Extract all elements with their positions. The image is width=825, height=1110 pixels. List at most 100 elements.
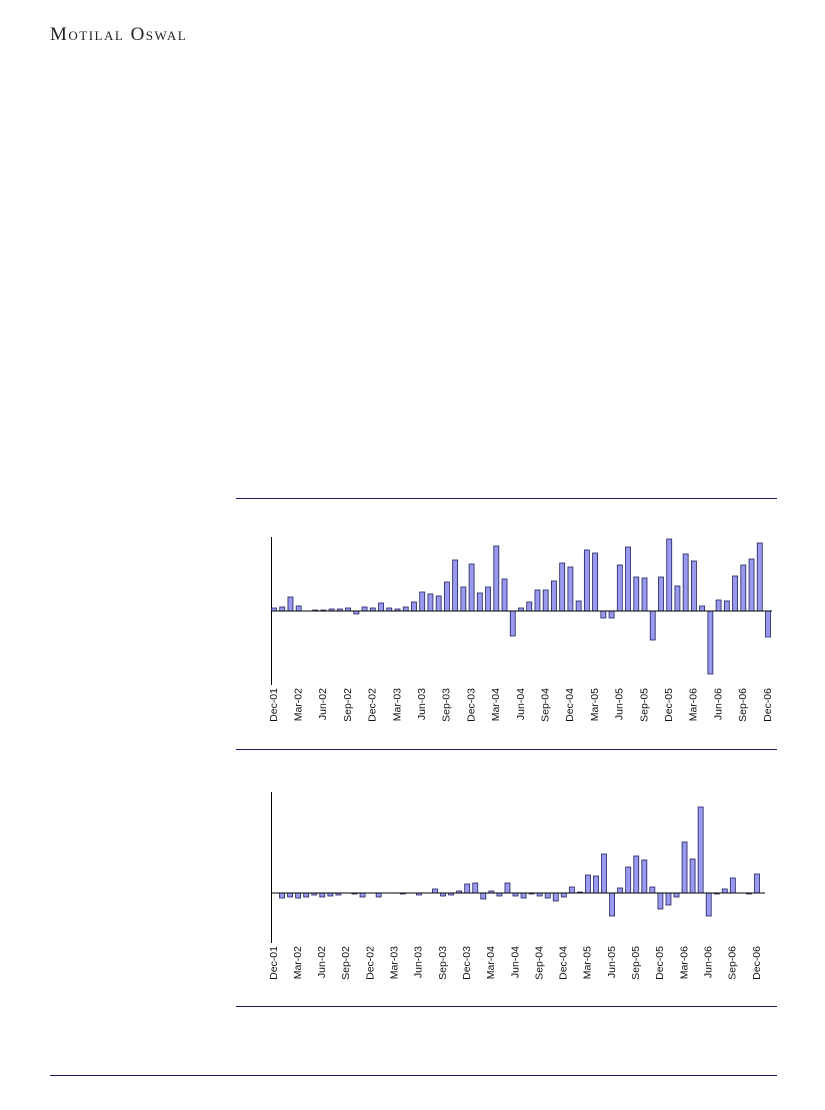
bar [705, 892, 712, 917]
bar [593, 875, 599, 894]
bar [443, 581, 450, 612]
bar [375, 892, 382, 898]
bar [585, 874, 591, 894]
bar [432, 888, 438, 894]
bar [617, 887, 624, 894]
bar [560, 892, 567, 898]
x-tick-label: Dec-03 [465, 688, 477, 722]
x-tick-label: Jun-05 [614, 688, 626, 720]
bar [765, 610, 771, 638]
bar [359, 892, 366, 898]
bar [666, 538, 673, 612]
bar [609, 892, 615, 917]
bar [287, 596, 294, 612]
bar [641, 577, 648, 612]
x-tick-label: Sep-02 [340, 946, 352, 980]
bar [723, 600, 730, 612]
bar [625, 546, 631, 612]
bar [472, 882, 479, 894]
bar [435, 595, 442, 612]
x-tick-label: Sep-06 [727, 946, 739, 980]
bar [480, 892, 487, 900]
x-tick-label: Jun-03 [413, 946, 425, 978]
bar [567, 566, 574, 612]
x-tick-label: Mar-04 [490, 688, 502, 721]
bar [427, 593, 434, 612]
x-tick-label: Mar-05 [582, 946, 594, 979]
bar [464, 883, 471, 894]
bar [600, 610, 607, 619]
bar [748, 558, 755, 612]
bar [649, 610, 656, 641]
bar [501, 578, 508, 612]
x-tick-label: Sep-04 [533, 946, 545, 980]
bar [633, 576, 640, 612]
bar [689, 858, 696, 894]
bar [542, 589, 549, 612]
bar [754, 873, 760, 894]
x-tick-label: Dec-06 [751, 946, 763, 980]
bar [279, 892, 285, 899]
bar [287, 892, 294, 898]
x-tick-label: Jun-04 [509, 946, 521, 978]
bar [673, 892, 680, 898]
brand: Motilal Oswal [50, 24, 187, 45]
x-tick-label: Dec-05 [663, 688, 675, 722]
bar [295, 605, 302, 612]
x-tick-label: Mar-02 [292, 946, 304, 979]
x-tick-label: Sep-05 [630, 946, 642, 980]
x-tick-label: Sep-06 [737, 688, 749, 722]
x-tick-label: Jun-03 [416, 688, 428, 720]
bar [657, 892, 664, 910]
x-tick-label: Dec-04 [564, 688, 576, 722]
x-tick-label: Sep-04 [539, 688, 551, 722]
x-tick-label: Jun-02 [316, 946, 328, 978]
bar [509, 610, 516, 637]
bar [756, 542, 763, 612]
x-tick-label: Sep-02 [342, 688, 354, 722]
bar [592, 552, 598, 612]
bar [633, 855, 640, 894]
bar [551, 580, 557, 612]
bar [699, 605, 706, 612]
x-tick-label: Dec-06 [762, 688, 774, 722]
x-tick-label: Mar-03 [391, 688, 403, 721]
bar [616, 564, 623, 612]
x-tick-label: Jun-06 [702, 946, 714, 978]
x-tick-label: Dec-04 [558, 946, 570, 980]
x-tick-label: Jun-02 [317, 688, 329, 720]
bar [658, 576, 664, 612]
x-tick-label: Dec-01 [268, 688, 280, 722]
x-tick-label: Sep-03 [441, 688, 453, 722]
bar [279, 606, 286, 612]
bar [641, 859, 648, 894]
bar [402, 606, 409, 612]
bar [608, 610, 615, 619]
bar [526, 601, 533, 612]
bar [493, 545, 500, 612]
bar [682, 553, 689, 612]
bar [452, 559, 459, 612]
bar [319, 892, 326, 898]
bar [697, 806, 704, 894]
bar [468, 563, 475, 612]
x-tick-label: Mar-06 [678, 946, 690, 979]
x-tick-label: Dec-02 [367, 688, 379, 722]
bar [419, 591, 426, 612]
bar [583, 549, 590, 612]
bar [691, 560, 697, 612]
bar [476, 592, 483, 612]
bar [534, 589, 541, 612]
x-tick-label: Mar-03 [389, 946, 401, 979]
x-tick-label: Dec-03 [461, 946, 473, 980]
x-tick-label: Mar-05 [589, 688, 601, 721]
bar [665, 892, 672, 906]
bar [674, 585, 681, 612]
bar [303, 892, 310, 898]
bar [568, 886, 575, 894]
bar [721, 888, 728, 894]
bar [295, 892, 302, 899]
bar [601, 853, 607, 894]
x-tick-label: Jun-04 [515, 688, 527, 720]
